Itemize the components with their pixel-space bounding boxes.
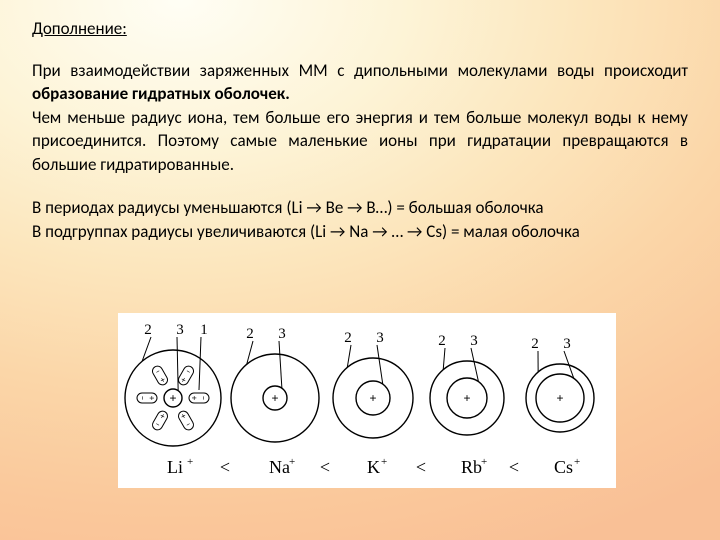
svg-text:1: 1 (200, 322, 208, 338)
hydration-shell-figure: +–+–+–+–+–+–+231Li++23Na++23K++23Rb++23C… (118, 313, 616, 488)
svg-text:+: + (481, 456, 487, 468)
svg-text:+: + (381, 456, 387, 468)
svg-text:+: + (463, 391, 470, 405)
svg-text:+: + (369, 391, 376, 405)
svg-text:Cs: Cs (554, 457, 573, 477)
svg-text:+: + (289, 456, 295, 468)
svg-text:+: + (271, 391, 278, 405)
svg-text:3: 3 (563, 336, 571, 352)
svg-text:<: < (220, 457, 230, 477)
section-heading: Дополнение: (32, 18, 688, 39)
svg-text:+: + (169, 391, 176, 405)
svg-text:Rb: Rb (461, 457, 482, 477)
svg-text:+: + (556, 391, 563, 405)
svg-text:2: 2 (438, 333, 446, 349)
svg-text:+: + (188, 396, 199, 401)
svg-text:+: + (187, 456, 193, 468)
svg-text:2: 2 (344, 330, 352, 346)
svg-text:2: 2 (531, 336, 539, 352)
svg-text:3: 3 (376, 330, 384, 346)
svg-text:3: 3 (470, 333, 478, 349)
paragraph-4: В подгруппах радиусы увеличиваются (Li →… (32, 220, 688, 243)
svg-text:3: 3 (176, 322, 184, 338)
svg-text:<: < (320, 457, 330, 477)
para1-text-b: образование гидратных оболочек. (32, 83, 290, 104)
svg-text:Li: Li (167, 457, 183, 477)
svg-text:3: 3 (278, 326, 286, 342)
paragraph-2: Чем меньше радиус иона, тем больше его э… (32, 106, 688, 176)
svg-text:K: K (367, 457, 380, 477)
svg-text:+: + (574, 456, 580, 468)
svg-text:Na: Na (269, 457, 290, 477)
svg-text:2: 2 (246, 326, 254, 342)
paragraph-3: В периодах радиусы уменьшаются (Li → Be … (32, 196, 688, 219)
svg-text:<: < (416, 457, 426, 477)
para1-text-a: При взаимодействии заряженных ММ с дипол… (32, 60, 688, 81)
paragraph-1: При взаимодействии заряженных ММ с дипол… (32, 59, 688, 106)
svg-text:<: < (509, 457, 519, 477)
svg-text:+: + (147, 395, 158, 400)
svg-text:2: 2 (144, 322, 152, 338)
